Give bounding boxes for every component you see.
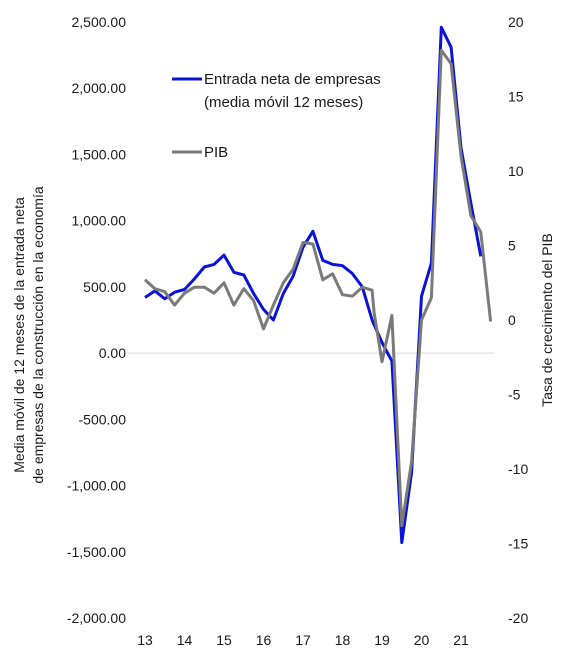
x-tick-label: 20: [414, 632, 430, 648]
y-left-tick-label: -1,000.00: [67, 478, 126, 494]
series-line-pib: [143, 48, 493, 528]
series-lines: [143, 25, 493, 544]
y-right-tick-label: 10: [508, 163, 524, 179]
y-right-axis: 20 15 10 5 0 -5 -10 -15 -20: [508, 14, 528, 626]
y-left-axis-title-line1: Media móvil de 12 meses de la entrada ne…: [11, 197, 27, 473]
y-right-tick-label: 15: [508, 89, 524, 105]
legend: Entrada neta de empresas (media móvil 12…: [172, 71, 381, 161]
y-left-tick-label: -2,000.00: [67, 610, 126, 626]
x-tick-label: 18: [335, 632, 351, 648]
y-left-tick-label: 2,500.00: [72, 14, 127, 30]
x-tick-label: 19: [374, 632, 390, 648]
legend-label-pib: PIB: [204, 144, 228, 161]
y-right-tick-label: -5: [508, 387, 521, 403]
y-right-tick-label: -10: [508, 461, 528, 477]
x-tick-label: 17: [295, 632, 311, 648]
y-left-tick-label: -500.00: [79, 411, 127, 427]
y-right-axis-title: Tasa de crecimiento del PIB: [539, 233, 555, 407]
y-left-tick-label: 500.00: [83, 279, 126, 295]
x-axis: 13 14 15 16 17 18 19 20 21: [137, 632, 469, 648]
y-left-tick-label: -1,500.00: [67, 544, 126, 560]
x-tick-label: 14: [177, 632, 193, 648]
y-left-axis: 2,500.00 2,000.00 1,500.00 1,000.00 500.00 0.…: [67, 14, 126, 626]
y-left-tick-label: 2,000.00: [72, 80, 127, 96]
legend-label-entrada-neta: Entrada neta de empresas: [204, 71, 381, 88]
y-right-tick-label: 5: [508, 238, 516, 254]
x-tick-label: 21: [453, 632, 469, 648]
y-right-tick-label: -15: [508, 536, 528, 552]
x-tick-label: 15: [216, 632, 232, 648]
y-left-axis-title-line2: de empresas de la construcción en la eco…: [30, 186, 46, 483]
y-right-tick-label: -20: [508, 610, 528, 626]
legend-label-entrada-neta-line2: (media móvil 12 meses): [204, 94, 363, 111]
y-right-tick-label: 20: [508, 14, 524, 30]
series-line-entrada-neta: [144, 25, 483, 544]
x-tick-label: 13: [137, 632, 153, 648]
x-tick-label: 16: [256, 632, 272, 648]
y-left-tick-label: 1,000.00: [72, 213, 127, 229]
y-right-tick-label: 0: [508, 312, 516, 328]
y-left-tick-label: 1,500.00: [72, 146, 127, 162]
y-left-tick-label: 0.00: [99, 345, 126, 361]
